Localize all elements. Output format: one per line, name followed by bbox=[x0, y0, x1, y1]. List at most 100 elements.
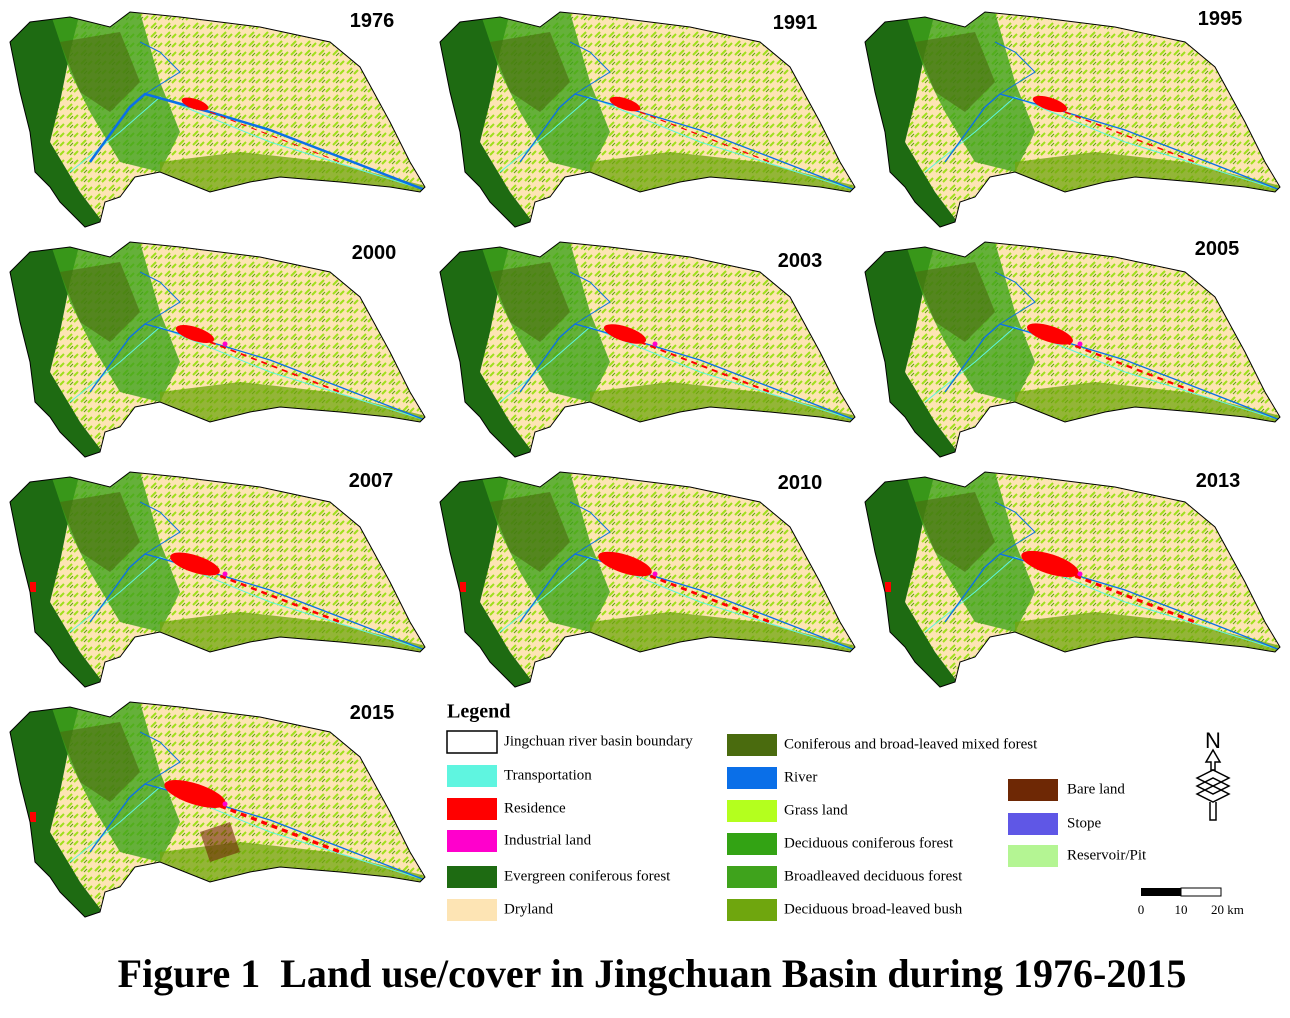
industrial bbox=[222, 341, 228, 347]
road bbox=[924, 326, 1280, 421]
river bbox=[994, 271, 1036, 325]
residence bbox=[170, 552, 220, 576]
residence bbox=[885, 582, 891, 592]
scale-bar bbox=[1141, 887, 1222, 897]
legend-swatch bbox=[447, 899, 497, 921]
forest bbox=[915, 262, 995, 342]
legend-swatch bbox=[1008, 779, 1058, 801]
map-panel bbox=[9, 11, 426, 228]
road bbox=[69, 786, 425, 881]
residence bbox=[175, 325, 215, 343]
industrial bbox=[652, 341, 658, 347]
north-arrow bbox=[1195, 748, 1231, 821]
residence bbox=[209, 111, 341, 163]
river bbox=[569, 271, 611, 325]
legend-swatch bbox=[446, 730, 498, 754]
scale-label: 0 bbox=[1138, 902, 1145, 917]
basin-boundary bbox=[9, 241, 426, 458]
legend-swatch bbox=[727, 800, 777, 822]
legend-label: Dryland bbox=[504, 901, 554, 917]
basin-boundary bbox=[439, 471, 856, 688]
bare-land bbox=[200, 822, 240, 862]
legend-label: Coniferous and broad-leaved mixed forest bbox=[784, 736, 1038, 752]
legend-label: Industrial land bbox=[504, 832, 592, 848]
residence bbox=[209, 570, 341, 624]
industrial bbox=[222, 801, 228, 807]
legend-swatch bbox=[1008, 813, 1058, 835]
residence bbox=[1032, 95, 1068, 113]
year-label: 2010 bbox=[778, 472, 823, 494]
legend-label: Residence bbox=[504, 800, 566, 816]
year-label: 2005 bbox=[1195, 238, 1240, 260]
map-panel bbox=[9, 701, 426, 918]
basin-boundary bbox=[9, 471, 426, 688]
year-label: 2000 bbox=[352, 242, 397, 264]
road bbox=[499, 326, 855, 421]
river bbox=[139, 501, 181, 555]
residence bbox=[609, 96, 641, 112]
river bbox=[139, 271, 181, 325]
legend-swatch bbox=[1008, 845, 1058, 867]
industrial bbox=[1077, 341, 1083, 347]
residence bbox=[1064, 111, 1196, 163]
legend-label: Grass land bbox=[784, 802, 848, 818]
year-label: 1995 bbox=[1198, 8, 1243, 30]
residence bbox=[639, 111, 771, 163]
basin-boundary bbox=[9, 701, 426, 918]
residence bbox=[164, 780, 226, 808]
year-label: 2003 bbox=[778, 250, 823, 272]
residence bbox=[209, 341, 341, 393]
legend-label: Deciduous broad-leaved bush bbox=[784, 901, 963, 917]
map-panel bbox=[864, 471, 1281, 688]
legend-swatch bbox=[727, 833, 777, 855]
map-panel bbox=[439, 11, 856, 228]
river bbox=[139, 731, 181, 785]
legend-label: River bbox=[784, 769, 817, 785]
scale-label: 10 bbox=[1175, 902, 1188, 917]
map-panel bbox=[439, 241, 856, 458]
industrial bbox=[1077, 571, 1083, 577]
forest bbox=[60, 32, 140, 112]
residence bbox=[598, 551, 652, 577]
year-label: 2015 bbox=[350, 702, 395, 724]
residence bbox=[209, 800, 341, 854]
residence bbox=[30, 812, 36, 822]
year-label: 2007 bbox=[349, 470, 394, 492]
scale-label: 20 km bbox=[1211, 902, 1244, 917]
basin-fill bbox=[10, 702, 425, 917]
year-label: 1991 bbox=[773, 12, 818, 34]
basin-boundary bbox=[439, 241, 856, 458]
basin-fill bbox=[10, 12, 425, 227]
map-panel bbox=[439, 471, 856, 688]
residence bbox=[1027, 323, 1073, 345]
map-panel bbox=[9, 241, 426, 458]
residence bbox=[603, 324, 647, 344]
legend-swatch bbox=[727, 767, 777, 789]
north-label: N bbox=[1205, 728, 1221, 753]
road bbox=[924, 96, 1280, 191]
basin-boundary bbox=[439, 11, 856, 228]
basin-fill bbox=[10, 472, 425, 687]
map-panel bbox=[9, 471, 426, 688]
legend-label: Transportation bbox=[504, 767, 592, 783]
forest bbox=[915, 32, 995, 112]
legend-title: Legend bbox=[447, 701, 510, 723]
residence bbox=[1064, 340, 1196, 394]
residence bbox=[639, 570, 771, 624]
river bbox=[994, 41, 1036, 95]
forest bbox=[60, 492, 140, 572]
road bbox=[69, 326, 425, 421]
river bbox=[139, 41, 181, 95]
forest bbox=[490, 492, 570, 572]
legend-label: Bare land bbox=[1067, 781, 1125, 797]
road bbox=[69, 556, 425, 651]
legend-label: Deciduous coniferous forest bbox=[784, 835, 954, 851]
forest bbox=[490, 262, 570, 342]
legend-swatch bbox=[727, 734, 777, 756]
residence bbox=[1021, 550, 1079, 578]
forest bbox=[60, 262, 140, 342]
forest bbox=[490, 32, 570, 112]
basin-boundary bbox=[864, 471, 1281, 688]
residence bbox=[1064, 570, 1196, 624]
